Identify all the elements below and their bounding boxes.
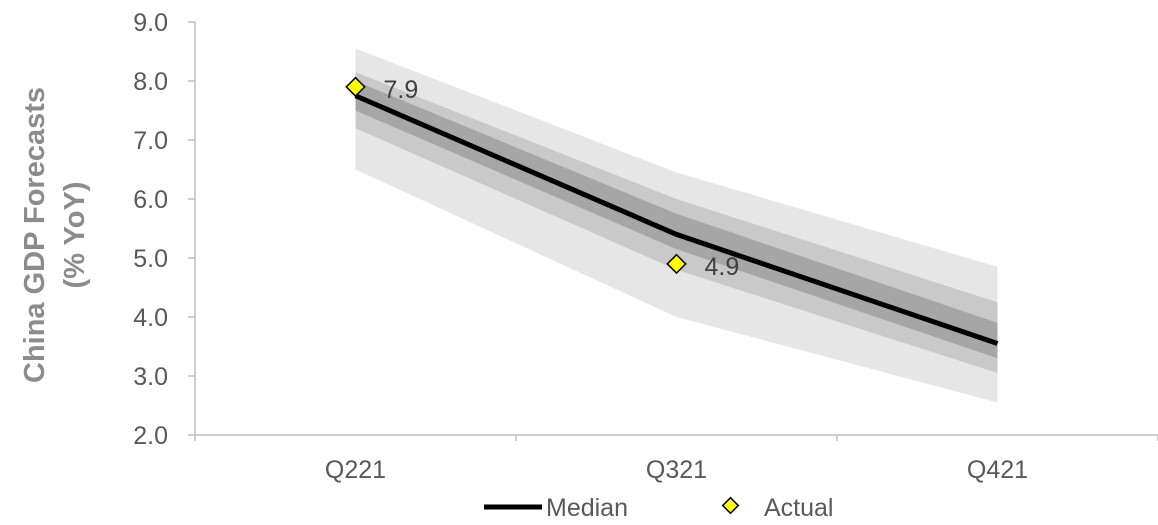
y-tick-label: 6.0 xyxy=(133,186,168,214)
legend-actual-label: Actual xyxy=(764,494,833,520)
actual-data-label: 7.9 xyxy=(384,76,419,104)
median-series xyxy=(354,93,999,346)
legend: Median Actual xyxy=(484,494,833,522)
y-axis-title: China GDP Forecasts (% YoY) xyxy=(19,87,91,383)
actual-data-label: 4.9 xyxy=(705,253,740,281)
y-tick-label: 3.0 xyxy=(133,363,168,391)
legend-actual-swatch xyxy=(721,496,740,515)
y-tick-labels: 2.0 3.0 4.0 5.0 6.0 7.0 8.0 9.0 xyxy=(133,9,195,450)
x-tick-label: Q421 xyxy=(967,456,1028,484)
y-axis-title-line1: China GDP Forecasts xyxy=(19,87,51,383)
y-tick-label: 7.0 xyxy=(133,127,168,155)
actual-marker xyxy=(345,76,366,98)
y-tick-label: 5.0 xyxy=(133,245,168,273)
actual-marker xyxy=(666,253,687,275)
x-tick-label: Q321 xyxy=(646,456,707,484)
y-tick-label: 4.0 xyxy=(133,304,168,332)
actual-series: 7.9 4.9 xyxy=(345,76,740,281)
fan-bands xyxy=(355,48,998,403)
y-axis-title-line2: (% YoY) xyxy=(59,182,91,289)
x-tick-labels: Q221 Q321 Q421 xyxy=(194,435,1158,484)
y-tick-label: 8.0 xyxy=(133,68,168,96)
x-tick-label: Q221 xyxy=(325,456,386,484)
y-tick-label: 2.0 xyxy=(133,422,168,450)
legend-median-label: Median xyxy=(546,494,628,520)
axes xyxy=(194,22,1158,436)
y-tick-label: 9.0 xyxy=(133,9,168,37)
median-line xyxy=(354,93,999,346)
